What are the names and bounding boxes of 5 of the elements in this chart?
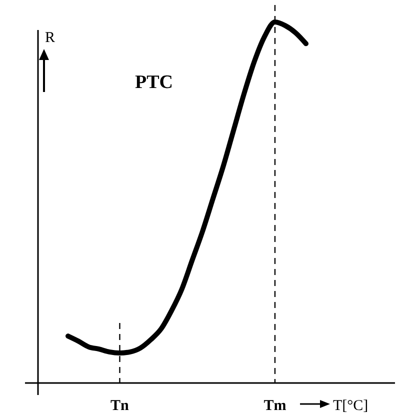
x-tick-label: Tm [264,398,287,414]
annotation: PTC [135,72,173,93]
y-axis-title: R [45,30,56,46]
x-tick-label: Tn [110,398,130,414]
x-axis-title: T[°C] [333,398,368,414]
